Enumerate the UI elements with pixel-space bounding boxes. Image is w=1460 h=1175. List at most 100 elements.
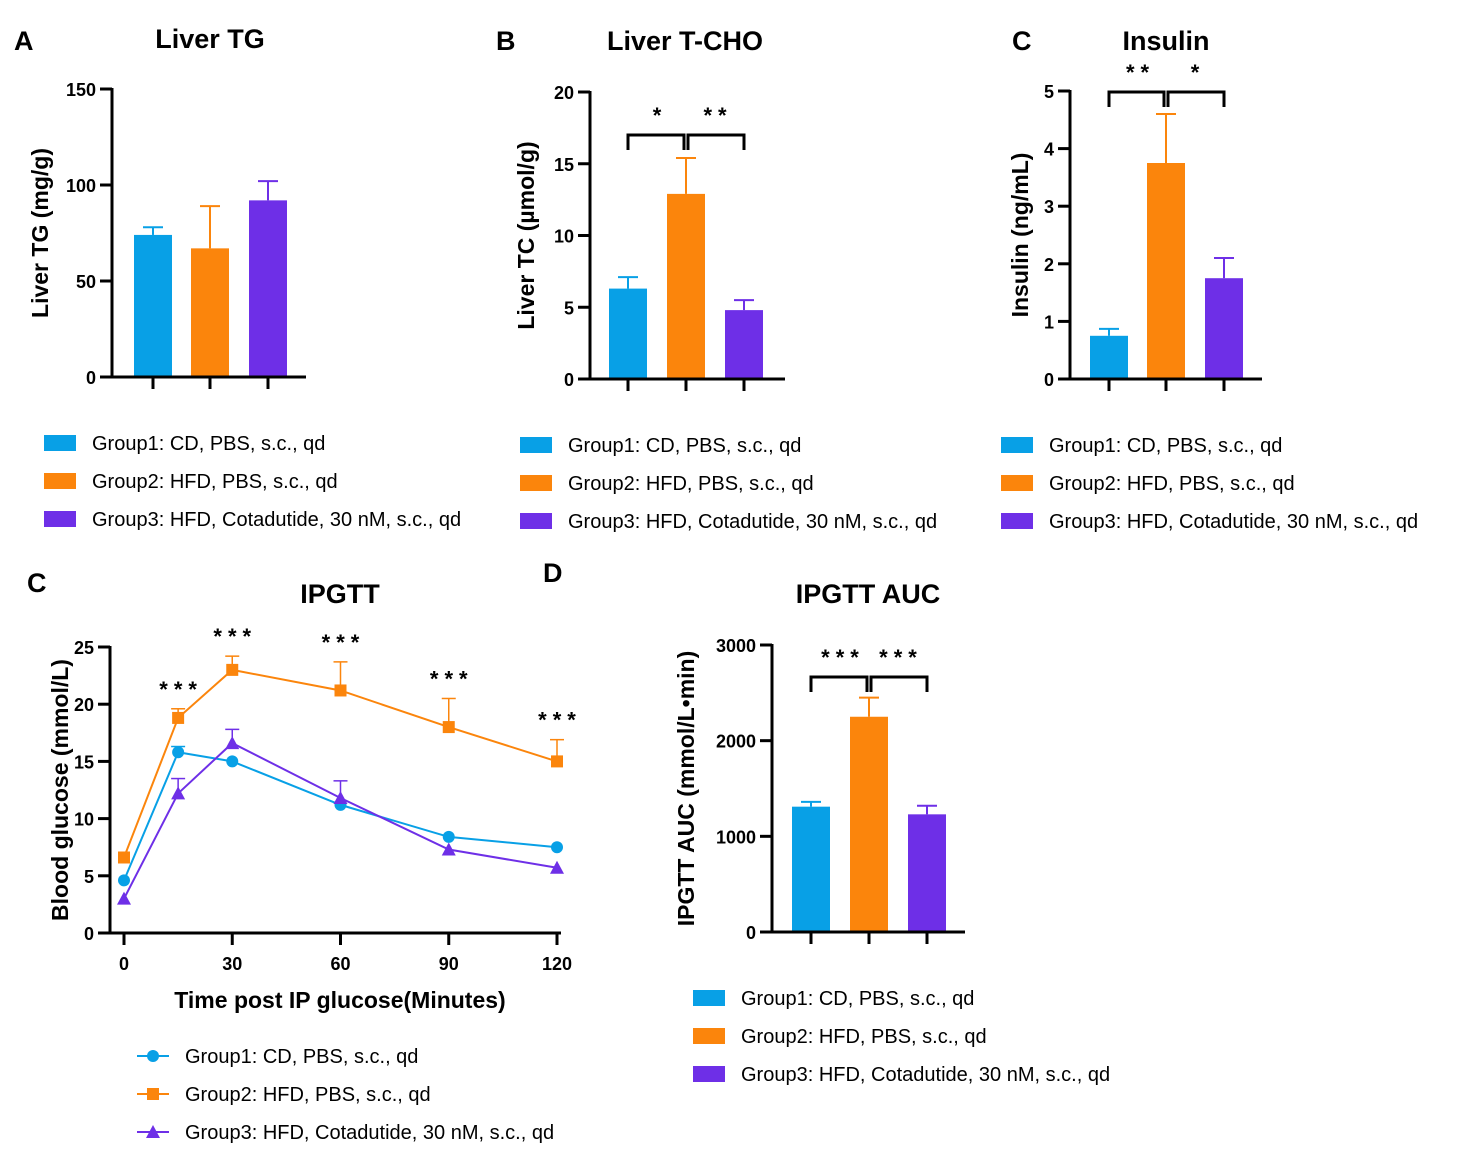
significance-label: ***: [322, 630, 366, 655]
y-tick-label: 20: [554, 83, 574, 103]
legend-label: Group2: HFD, PBS, s.c., qd: [185, 1084, 431, 1106]
significance-bracket: [626, 133, 686, 150]
y-tick-label: 5: [1044, 82, 1054, 102]
chart-title: Insulin: [1123, 26, 1210, 56]
x-tick-label: 90: [439, 954, 459, 974]
marker-square: [442, 721, 455, 734]
legend-swatch: [520, 437, 552, 453]
x-tick-label: 120: [542, 954, 572, 974]
legend-label: Group1: CD, PBS, s.c., qd: [185, 1046, 418, 1068]
panel-letter: D: [543, 558, 563, 588]
significance-label: **: [1126, 60, 1155, 85]
y-tick-label: 150: [66, 80, 96, 100]
bar-group3: [725, 310, 763, 379]
bar-group1: [792, 806, 830, 932]
significance-label: ***: [159, 677, 203, 702]
legend: Group1: CD, PBS, s.c., qd Group2: HFD, PB…: [520, 435, 937, 533]
bar-group3: [249, 200, 287, 377]
chart-title: IPGTT AUC: [796, 579, 941, 609]
chart-panel-5: D IPGTT AUC IPGTT AUC (mmol/L•min) 0 1000 200…: [543, 558, 1110, 1086]
y-tick-label: 5: [564, 298, 574, 318]
y-tick-label: 0: [86, 368, 96, 388]
legend-label: Group2: HFD, PBS, s.c., qd: [741, 1026, 987, 1048]
significance-label: ***: [538, 708, 582, 733]
marker-square: [551, 755, 563, 768]
series-line: [123, 668, 558, 858]
legend-label: Group3: HFD, Cotadutide, 30 nM, s.c., qd: [1049, 511, 1418, 533]
significance-label: **: [703, 103, 732, 128]
marker-triangle: [550, 860, 564, 874]
legend-swatch: [520, 475, 552, 491]
legend-swatch: [520, 513, 552, 529]
bar-group1: [1090, 335, 1128, 379]
y-tick-label: 3: [1044, 197, 1054, 217]
significance-bracket: [1166, 90, 1226, 107]
marker-square: [334, 684, 347, 697]
legend: Group1: CD, PBS, s.c., qd Group2: HFD, PB…: [1001, 435, 1418, 533]
chart-title: Liver TG: [155, 24, 265, 54]
y-axis-label: Liver TG (mg/g): [27, 148, 53, 318]
chart-title: IPGTT: [300, 579, 380, 609]
marker-triangle: [441, 842, 456, 856]
legend-label: Group2: HFD, PBS, s.c., qd: [1049, 473, 1295, 495]
legend-label: Group1: CD, PBS, s.c., qd: [741, 988, 974, 1010]
legend-swatch: [44, 473, 76, 489]
significance-bracket: [809, 675, 869, 692]
y-tick-label: 15: [554, 155, 574, 175]
marker-circle: [147, 1050, 159, 1062]
legend-label: Group1: CD, PBS, s.c., qd: [1049, 435, 1282, 457]
y-tick-label: 0: [746, 923, 756, 943]
legend-label: Group3: HFD, Cotadutide, 30 nM, s.c., qd: [741, 1064, 1110, 1086]
legend-swatch: [693, 1028, 725, 1044]
legend-swatch: [1001, 513, 1033, 529]
y-axis-label: Blood glucose (mmol/L): [47, 659, 73, 921]
y-tick-label: 0: [1044, 370, 1054, 390]
marker-square: [118, 851, 130, 864]
significance-label: ***: [821, 645, 865, 670]
significance-bracket: [686, 133, 746, 150]
bar-group3: [908, 814, 946, 932]
significance-label: *: [653, 103, 668, 128]
x-axis-label: Time post IP glucose(Minutes): [174, 987, 505, 1013]
panel-letter: A: [14, 26, 34, 56]
legend-swatch: [44, 511, 76, 527]
panel-letter: C: [27, 568, 47, 598]
y-axis-label: Insulin (ng/mL): [1007, 153, 1033, 318]
legend-label: Group2: HFD, PBS, s.c., qd: [568, 473, 814, 495]
y-tick-label: 25: [74, 638, 94, 658]
y-tick-label: 2: [1044, 255, 1054, 275]
significance-label: ***: [430, 666, 474, 691]
y-tick-label: 10: [554, 227, 574, 247]
y-tick-label: 0: [84, 924, 94, 944]
marker-circle: [226, 755, 239, 768]
y-tick-label: 0: [564, 370, 574, 390]
legend-swatch: [1001, 437, 1033, 453]
y-axis-label: Liver TC (µmol/g): [513, 141, 539, 329]
legend: Group1: CD, PBS, s.c., qd Group2: HFD, PB…: [44, 433, 461, 531]
y-tick-label: 3000: [716, 636, 756, 656]
marker-circle: [551, 841, 563, 854]
legend-label: Group3: HFD, Cotadutide, 30 nM, s.c., qd: [185, 1122, 554, 1144]
series-line: [123, 751, 558, 881]
marker-square: [147, 1088, 159, 1100]
chart-title: Liver T-CHO: [607, 26, 763, 56]
y-tick-label: 1000: [716, 827, 756, 847]
legend-label: Group3: HFD, Cotadutide, 30 nM, s.c., qd: [568, 511, 937, 533]
marker-circle: [172, 746, 185, 759]
marker-triangle: [117, 891, 131, 905]
x-tick-label: 0: [119, 954, 129, 974]
legend-swatch: [693, 1066, 725, 1082]
y-tick-label: 4: [1044, 140, 1054, 160]
y-tick-label: 2000: [716, 732, 756, 752]
legend: Group1: CD, PBS, s.c., qd Group2: HFD, PB…: [693, 988, 1110, 1086]
marker-square: [172, 711, 185, 724]
bar-group1: [609, 288, 647, 379]
legend-swatch: [693, 990, 725, 1006]
legend-label: Group1: CD, PBS, s.c., qd: [568, 435, 801, 457]
legend: Group1: CD, PBS, s.c., qd Group2: HFD, PB…: [137, 1046, 554, 1144]
legend-label: Group3: HFD, Cotadutide, 30 nM, s.c., qd: [92, 509, 461, 531]
chart-panel-4: C IPGTT Blood glucose (mmol/L) Time post IP…: [27, 568, 582, 1144]
marker-circle: [118, 874, 130, 887]
